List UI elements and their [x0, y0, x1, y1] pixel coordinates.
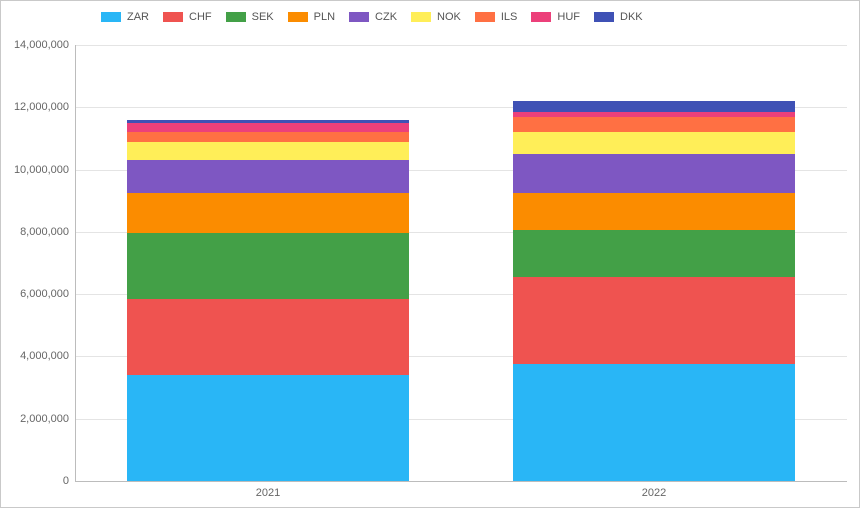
bar-segment-pln: [127, 193, 409, 233]
bar-segment-chf: [513, 277, 795, 364]
legend-item-pln: PLN: [288, 11, 335, 23]
legend-swatch: [163, 12, 183, 22]
bar-segment-zar: [513, 364, 795, 481]
legend-label: NOK: [437, 11, 461, 23]
legend-swatch: [594, 12, 614, 22]
bar-segment-ils: [513, 117, 795, 133]
y-tick-label: 6,000,000: [20, 288, 75, 300]
stacked-bar-chart: ZARCHFSEKPLNCZKNOKILSHUFDKK 02,000,0004,…: [0, 0, 860, 508]
legend-item-chf: CHF: [163, 11, 212, 23]
bar-segment-huf: [127, 123, 409, 132]
bar-2022: [513, 45, 795, 481]
legend-swatch: [531, 12, 551, 22]
y-tick-label: 2,000,000: [20, 413, 75, 425]
bar-segment-sek: [513, 230, 795, 277]
y-tick-label: 8,000,000: [20, 226, 75, 238]
y-tick-label: 12,000,000: [14, 101, 75, 113]
legend-label: CZK: [375, 11, 397, 23]
legend: ZAR CHF SEK PLN CZK NOK ILS HUF DKK: [101, 11, 643, 23]
x-tick-label: 2021: [256, 481, 280, 499]
legend-item-dkk: DKK: [594, 11, 643, 23]
legend-item-sek: SEK: [226, 11, 274, 23]
legend-label: DKK: [620, 11, 643, 23]
legend-swatch: [411, 12, 431, 22]
legend-swatch: [288, 12, 308, 22]
legend-label: ZAR: [127, 11, 149, 23]
y-tick-label: 4,000,000: [20, 350, 75, 362]
legend-swatch: [475, 12, 495, 22]
bar-segment-pln: [513, 193, 795, 230]
bar-segment-chf: [127, 299, 409, 375]
y-tick-label: 10,000,000: [14, 164, 75, 176]
legend-item-nok: NOK: [411, 11, 461, 23]
y-tick-label: 0: [63, 475, 75, 487]
bar-segment-nok: [127, 142, 409, 161]
legend-item-huf: HUF: [531, 11, 580, 23]
bar-segment-sek: [127, 233, 409, 298]
legend-item-ils: ILS: [475, 11, 518, 23]
y-tick-label: 14,000,000: [14, 39, 75, 51]
legend-label: ILS: [501, 11, 518, 23]
legend-label: CHF: [189, 11, 212, 23]
legend-label: PLN: [314, 11, 335, 23]
bar-segment-nok: [513, 132, 795, 154]
legend-label: HUF: [557, 11, 580, 23]
bar-2021: [127, 45, 409, 481]
x-axis-line: [75, 481, 847, 482]
x-tick-label: 2022: [642, 481, 666, 499]
legend-swatch: [349, 12, 369, 22]
legend-item-zar: ZAR: [101, 11, 149, 23]
bar-segment-ils: [127, 132, 409, 141]
bar-segment-czk: [127, 160, 409, 193]
legend-swatch: [101, 12, 121, 22]
bar-segment-huf: [513, 112, 795, 117]
legend-label: SEK: [252, 11, 274, 23]
plot-area: 02,000,0004,000,0006,000,0008,000,00010,…: [75, 45, 847, 481]
legend-swatch: [226, 12, 246, 22]
legend-item-czk: CZK: [349, 11, 397, 23]
bar-segment-dkk: [127, 120, 409, 123]
bar-segment-zar: [127, 375, 409, 481]
bar-segment-dkk: [513, 101, 795, 112]
bar-segment-czk: [513, 154, 795, 193]
y-axis-line: [75, 45, 76, 481]
